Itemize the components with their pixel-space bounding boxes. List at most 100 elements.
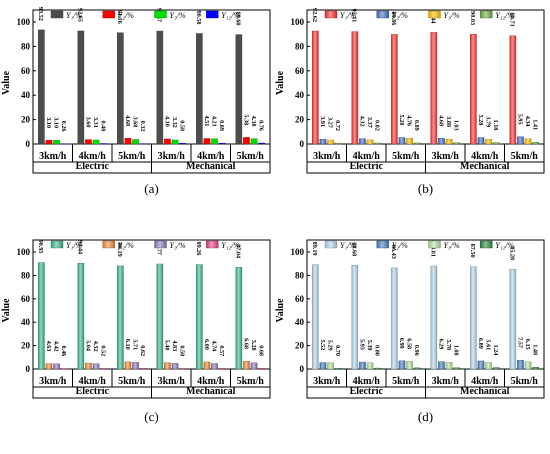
- y-tick-label: 40: [295, 90, 305, 100]
- bar: [351, 31, 359, 145]
- legend-swatch: [428, 240, 441, 249]
- data-label: 1.41: [531, 119, 538, 130]
- bar: [85, 362, 92, 370]
- x-tick-label: 3km/h: [432, 376, 460, 387]
- x-tick-label: 5km/h: [237, 151, 265, 162]
- y-tick-label: 0: [300, 139, 305, 149]
- data-label: 92.65: [77, 8, 84, 22]
- panel-caption: (a): [144, 181, 158, 196]
- data-label: 4.21: [210, 116, 217, 127]
- data-label: 7.57: [516, 337, 523, 348]
- data-label: 4.32: [358, 116, 365, 127]
- y-tick-label: 40: [295, 317, 305, 327]
- x-tick-label: 4km/h: [79, 376, 107, 387]
- data-label: 3.10: [52, 117, 59, 128]
- data-label: 5.93: [358, 339, 365, 350]
- data-label: 0.69: [218, 120, 225, 131]
- data-label: 0.89: [413, 120, 420, 131]
- y-tick-label: 40: [21, 317, 31, 327]
- data-label: 5.38: [242, 114, 249, 125]
- y-tick-label: 100: [17, 17, 31, 27]
- bar: [100, 143, 107, 145]
- bar: [532, 367, 539, 370]
- bar: [509, 269, 517, 370]
- panel-d: 0 20 40 60 80 100 Value 3km/h 4km/h 5km/h 3km/h 4km…: [275, 239, 545, 424]
- data-label: 91.16: [116, 10, 123, 24]
- bar: [334, 367, 342, 370]
- data-label: 5.04: [84, 340, 91, 351]
- bar: [203, 138, 211, 145]
- x-tick-label: 3km/h: [432, 151, 460, 162]
- y-tick-label: 80: [295, 270, 305, 280]
- y-tick-label: 60: [21, 66, 31, 76]
- data-label: 0.32: [139, 121, 146, 132]
- bar: [374, 367, 381, 370]
- x-tick-label: 4km/h: [471, 376, 499, 387]
- legend-swatch: [376, 10, 389, 19]
- bar: [171, 139, 179, 145]
- y-tick-label: 0: [300, 364, 305, 374]
- legend-label: Y₂/%: [392, 241, 408, 250]
- bar: [132, 362, 139, 370]
- bar: [139, 143, 147, 145]
- bar: [398, 360, 406, 370]
- legend-label: Y₃/%: [444, 241, 460, 250]
- data-label: 4.74: [210, 340, 217, 351]
- bar: [327, 362, 334, 370]
- y-tick-label: 100: [291, 247, 305, 257]
- y-axis-label: Value: [1, 70, 12, 95]
- legend-label: Y₁/%: [340, 241, 356, 250]
- bar: [327, 139, 334, 145]
- bar: [92, 139, 100, 145]
- data-label: 4.10: [163, 116, 170, 127]
- data-label: 4.42: [52, 341, 59, 352]
- bar: [258, 368, 265, 370]
- data-label: 3.32: [171, 117, 178, 128]
- data-label: 5.28: [477, 115, 484, 126]
- data-label: 3.68: [131, 117, 138, 128]
- legend-label: Y₁/%: [66, 241, 82, 250]
- data-label: 5.29: [326, 340, 333, 351]
- data-label: 88.01: [430, 243, 437, 257]
- bar: [211, 363, 218, 370]
- x-tick-label: 3km/h: [39, 151, 67, 162]
- bar: [258, 142, 265, 145]
- data-label: 1.03: [452, 120, 459, 131]
- data-label: 0.52: [99, 345, 106, 356]
- data-label: 3.10: [45, 117, 52, 128]
- data-label: 4.38: [250, 116, 257, 127]
- data-label: 3.27: [326, 117, 333, 128]
- bar: [235, 34, 243, 145]
- legend-swatch: [480, 10, 493, 19]
- group-label: Mechanical: [186, 386, 236, 397]
- data-label: 6.68: [242, 338, 249, 349]
- bar: [517, 136, 524, 145]
- bar: [250, 362, 258, 370]
- data-label: 4.63: [45, 341, 52, 352]
- bar: [319, 362, 327, 370]
- data-label: 90.58: [195, 10, 202, 24]
- legend-swatch: [206, 10, 219, 19]
- data-label: 87.50: [469, 244, 476, 258]
- bar: [117, 32, 124, 145]
- data-label: 4.68: [437, 115, 444, 126]
- bar: [38, 262, 45, 370]
- data-label: 3.91: [319, 116, 326, 127]
- bar: [77, 262, 85, 370]
- data-label: 6.10: [124, 339, 131, 350]
- data-label: 90.95: [37, 240, 44, 254]
- legend-label: Y₁₂/%: [221, 241, 240, 250]
- group-label: Mechanical: [460, 161, 510, 172]
- bar: [406, 361, 413, 370]
- data-label: 0.46: [60, 345, 67, 356]
- bar: [117, 265, 124, 370]
- bar: [156, 263, 164, 370]
- data-label: 1.48: [531, 344, 538, 355]
- bar: [164, 362, 171, 370]
- bar: [413, 142, 421, 145]
- bar: [351, 265, 359, 370]
- data-label: 86.43: [390, 245, 397, 259]
- x-tick-label: 5km/h: [392, 376, 420, 387]
- bar: [359, 361, 366, 370]
